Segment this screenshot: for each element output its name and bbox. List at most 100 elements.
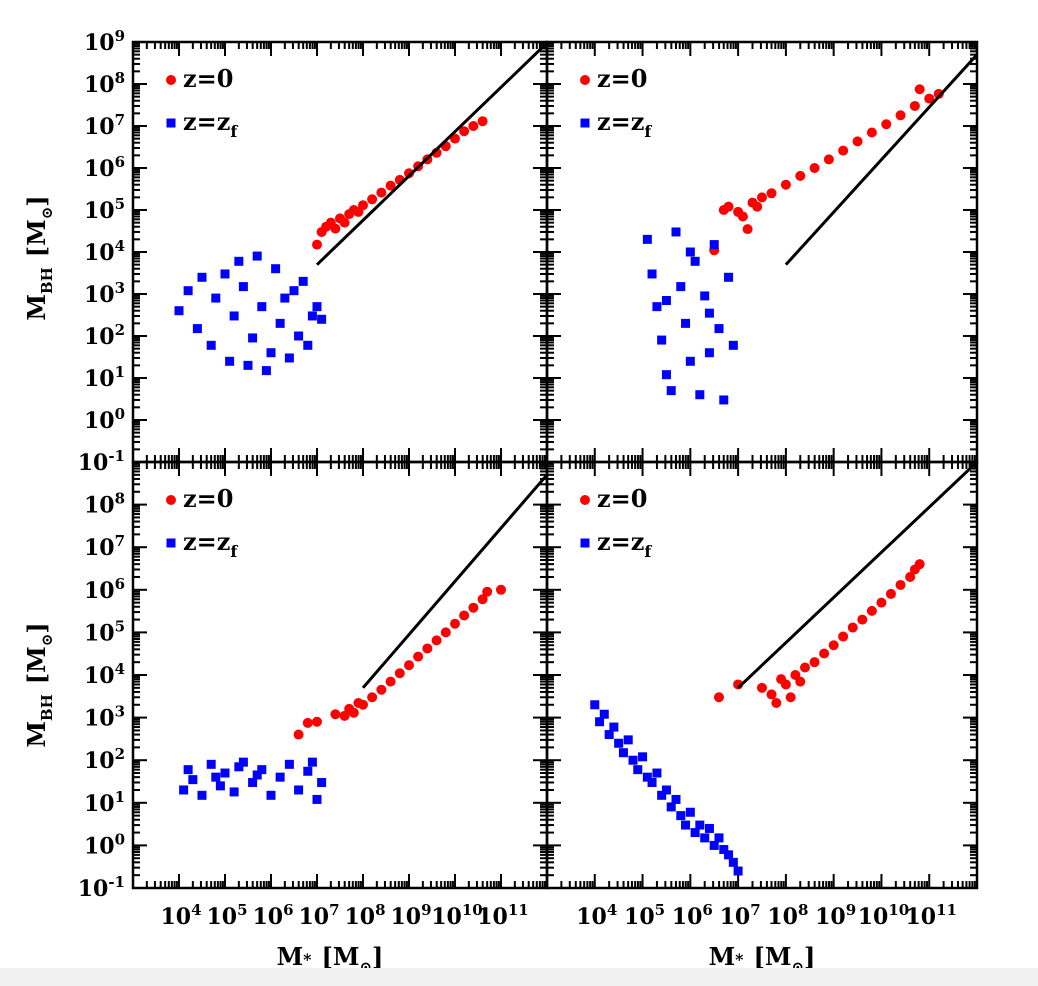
data-point-red [914,84,925,95]
data-point-blue [681,318,691,328]
data-point-red [742,224,753,235]
data-point-blue [724,850,734,860]
bottom-band [0,968,1038,986]
data-point-red [413,651,424,662]
data-point-blue [197,790,207,800]
data-point-blue [704,348,714,358]
x-tick-label: 108 [767,901,808,930]
data-point-red [756,682,767,693]
data-point-blue [220,269,230,279]
data-point-red [293,729,304,740]
data-point-blue [618,748,628,758]
data-point-blue [271,264,281,274]
data-point-red [348,707,359,718]
x-tick-label: 1010 [858,901,910,930]
data-point-blue [225,356,235,366]
data-point-blue [317,777,327,787]
data-point-blue [719,845,729,855]
x-tick-label: 1011 [905,901,957,930]
data-point-blue [728,857,738,867]
plot-area [179,473,547,804]
data-point-blue [642,234,652,244]
data-point-blue [307,311,317,321]
legend-label-z0: z=0 [597,484,647,513]
data-point-blue [676,811,686,821]
plot-area [590,462,977,876]
data-point-blue [234,256,244,266]
data-point-blue [671,227,681,237]
data-point-blue [206,759,216,769]
data-point-red [823,154,834,165]
data-point-red [914,559,925,570]
data-point-blue [275,772,285,782]
data-point-red [857,614,868,625]
data-point-blue [661,296,671,306]
series-zf [179,757,327,804]
data-point-blue [289,286,299,296]
data-point-red [795,170,806,181]
legend-label-zf: z=zf [183,527,238,561]
data-point-red [330,223,341,234]
data-point-blue [192,324,202,334]
data-point-red [780,679,791,690]
legend-label-zf: z=zf [597,107,652,141]
data-point-blue [652,768,662,778]
data-point-red [376,187,387,198]
data-point-blue [252,770,262,780]
data-point-red [866,127,877,138]
legend-label-zf: z=zf [183,107,238,141]
data-point-blue [215,781,225,791]
data-point-blue [647,777,657,787]
panel-frame [131,40,549,464]
data-point-blue [197,272,207,282]
data-point-blue [671,794,681,804]
relation-line [737,462,977,689]
data-point-blue [234,762,244,772]
data-point-red [933,88,944,99]
data-point-blue [690,256,700,266]
data-point-red [866,605,877,616]
data-point-blue [229,311,239,321]
series-zf [590,700,743,876]
data-point-red [905,571,916,582]
data-point-red [881,119,892,130]
y-tick-label: 102 [84,321,125,350]
x-tick-label: 1010 [431,901,483,930]
y-tick-label: 101 [84,788,125,817]
data-point-red [404,168,414,179]
data-point-blue [666,386,676,396]
data-point-red [459,610,470,621]
data-point-red [477,594,488,605]
x-tick-label: 107 [720,901,761,930]
data-point-blue [728,340,738,350]
data-point-blue [284,353,294,363]
data-point-blue [243,360,253,370]
data-point-red [468,121,479,131]
legend: z=0 z=zf [580,484,652,561]
data-point-blue [695,820,705,830]
legend-marker-blue [166,538,176,548]
data-point-blue [303,766,313,776]
data-point-blue [206,340,216,350]
data-point-blue [657,335,667,345]
data-point-blue [724,272,734,282]
x-tick-label: 106 [672,901,713,930]
x-tick-label: 106 [252,901,293,930]
legend-marker-blue [580,538,590,548]
y-tick-label: 107 [84,532,125,561]
data-point-blue [211,772,221,782]
y-tick-label: 100 [84,830,125,859]
x-tick-label: 109 [390,901,431,930]
data-point-blue [666,802,676,812]
data-point-blue [312,302,322,312]
data-point-blue [188,775,198,785]
y-tick-label: 104 [84,237,125,266]
y-tick-label: 103 [84,703,125,732]
data-point-red [496,584,506,595]
data-point-red [358,200,368,211]
data-point-red [766,689,777,700]
x-tick-label: 108 [344,901,385,930]
data-point-blue [257,302,267,312]
data-point-blue [709,240,719,250]
